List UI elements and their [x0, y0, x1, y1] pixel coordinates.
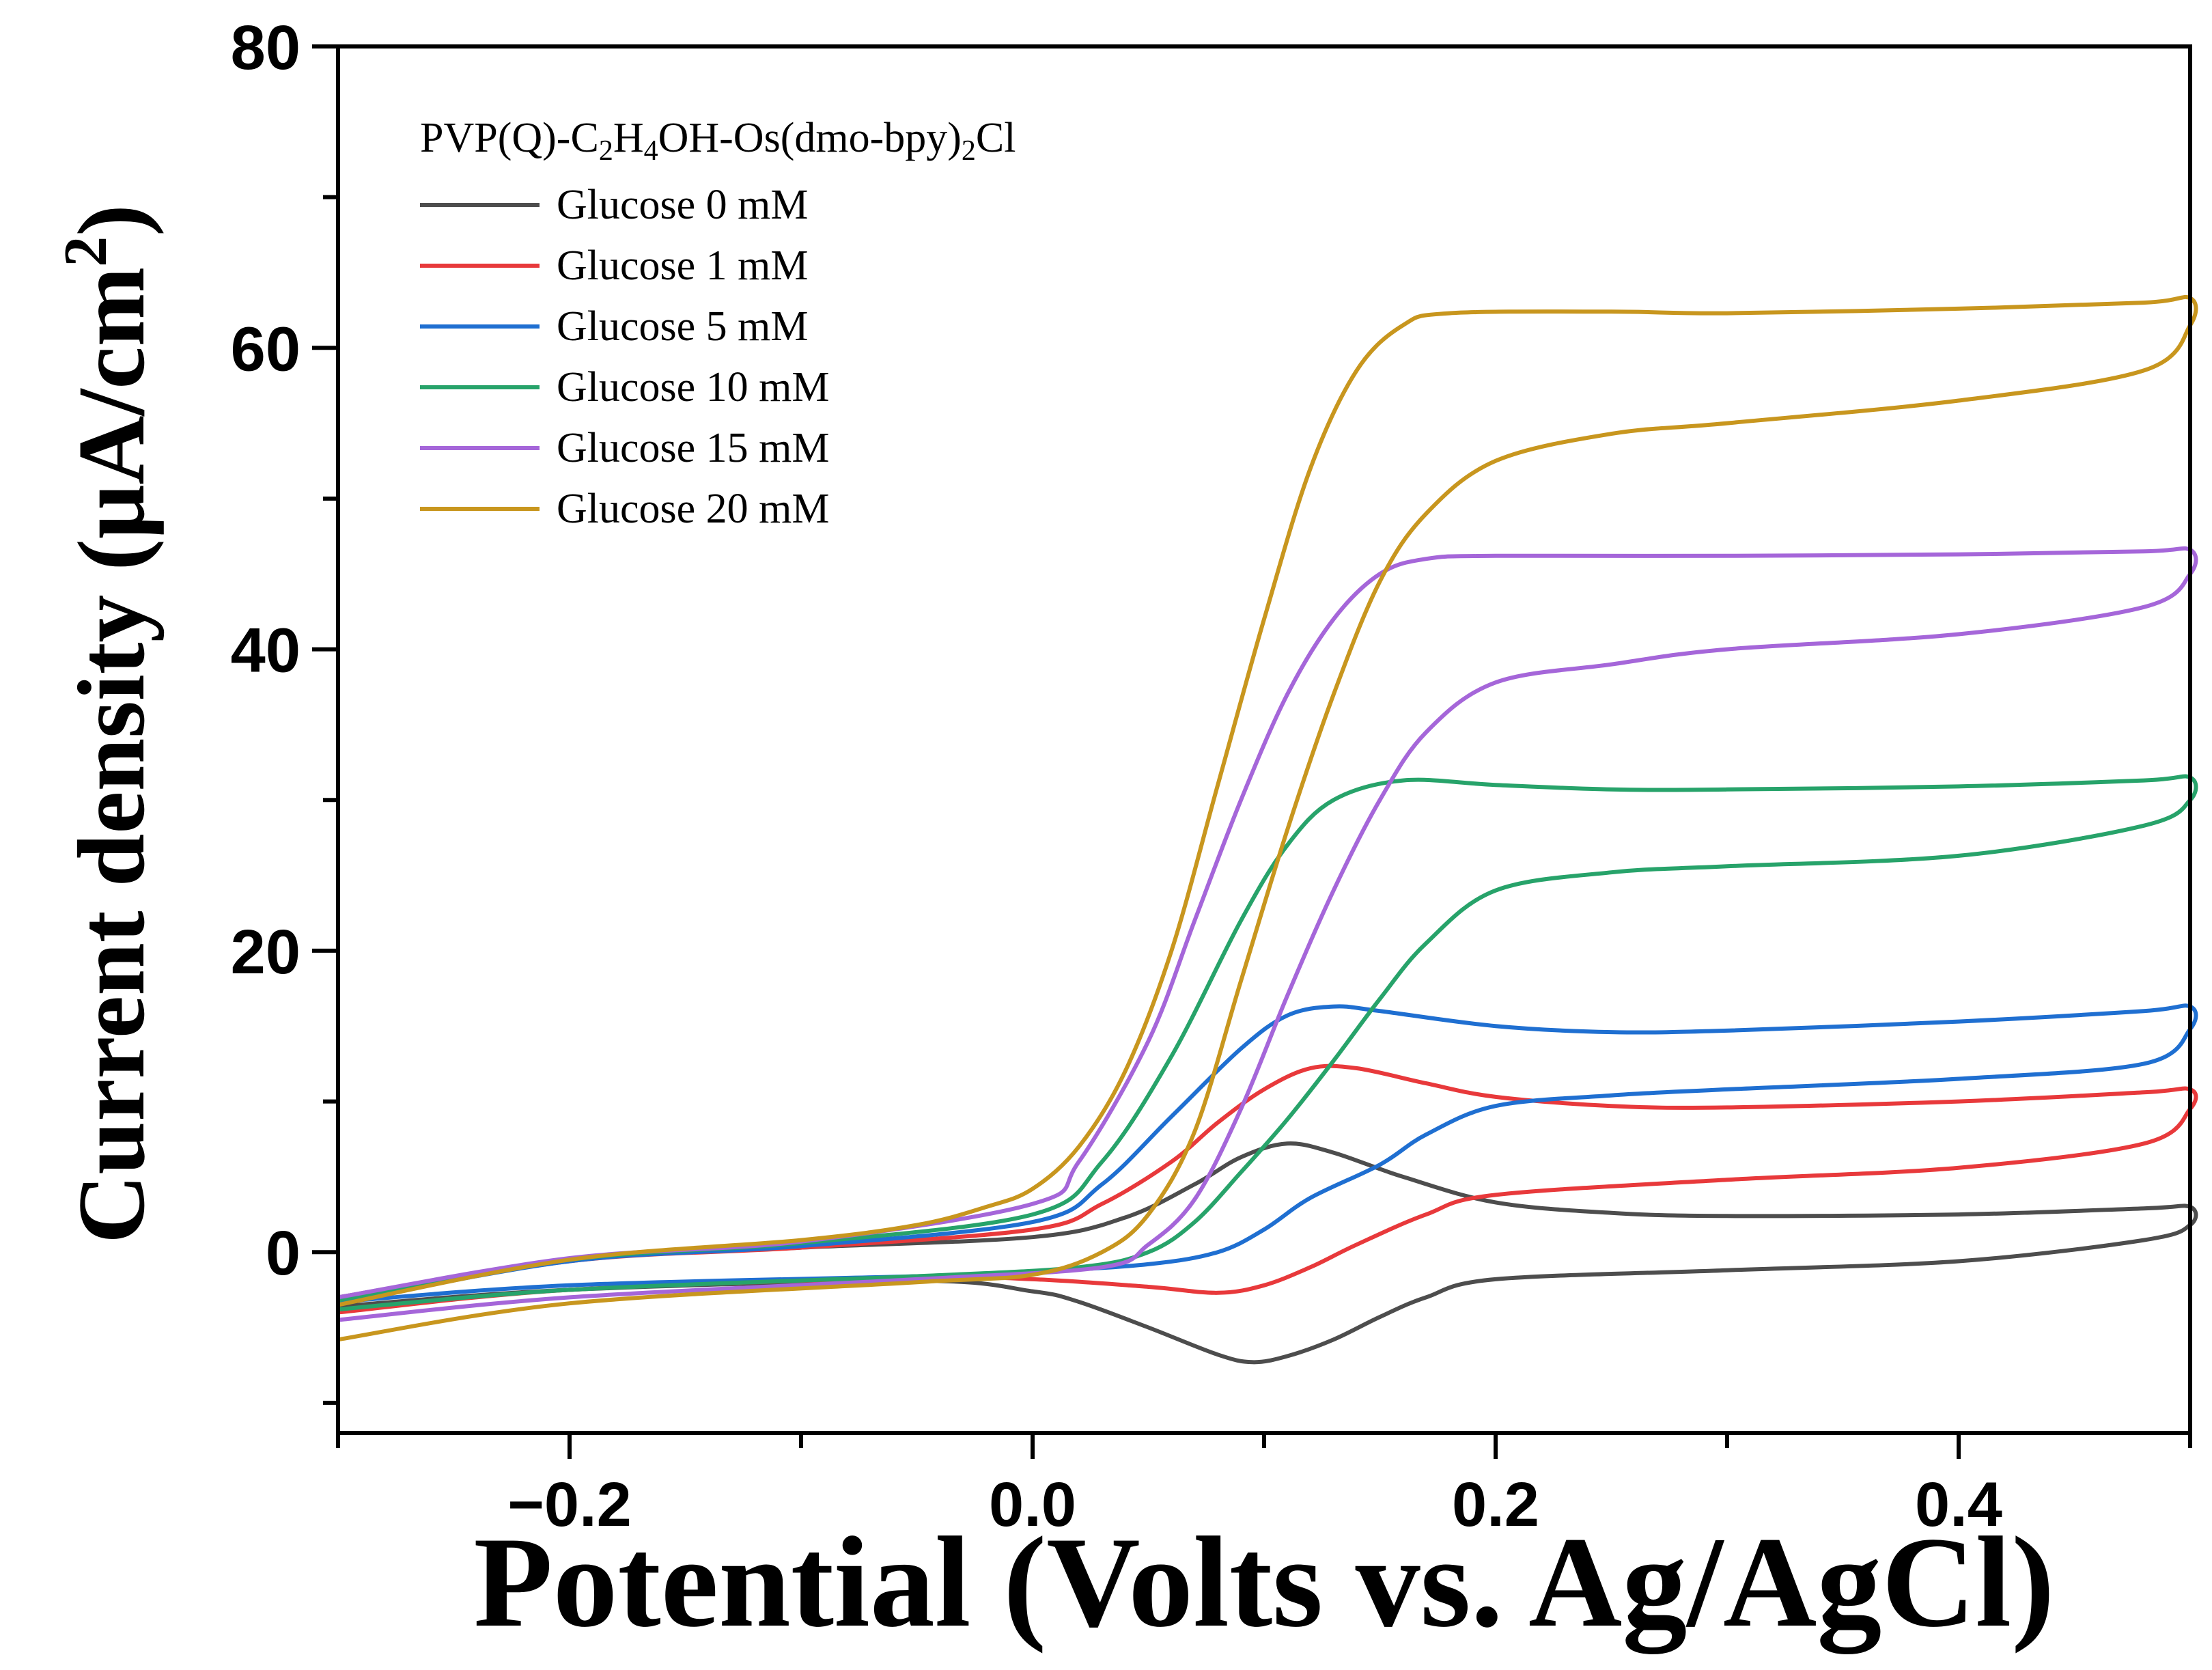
legend-label: Glucose 1 mM: [557, 242, 809, 289]
legend-title-part: Cl: [976, 115, 1016, 161]
series-line-glucose-10-mm: [336, 774, 2198, 1312]
legend-title-part: OH-Os(dmo-bpy): [658, 115, 962, 161]
legend-label: Glucose 20 mM: [557, 486, 830, 532]
legend-title: PVP(Q)-C2H4OH-Os(dmo-bpy)2Cl: [420, 115, 1016, 167]
legend-label: Glucose 15 mM: [557, 425, 830, 471]
y-axis-title-text: Current density (μA/cm2): [52, 204, 165, 1244]
legend-title-subscript: 2: [962, 135, 976, 167]
x-axis-title: Potential (Volts vs. Ag/AgCl): [473, 1511, 2054, 1654]
y-axis-ticks: 0 20 40 60 80: [231, 13, 338, 1405]
legend: PVP(Q)-C2H4OH-Os(dmo-bpy)2Cl Glucose 0 m…: [420, 115, 1016, 532]
legend-label: Glucose 0 mM: [557, 182, 809, 228]
y-axis-title-superscript: 2: [52, 236, 120, 267]
y-tick-label: 20: [231, 917, 300, 987]
y-axis-title-close: ): [59, 204, 165, 236]
legend-label: Glucose 5 mM: [557, 303, 809, 350]
legend-entry: Glucose 15 mM: [420, 425, 830, 471]
y-tick-label: 0: [266, 1219, 300, 1288]
series-line-glucose-1-mm: [336, 1063, 2198, 1315]
y-axis-title: Current density (μA/cm2): [52, 204, 165, 1244]
legend-entry: Glucose 0 mM: [420, 182, 809, 228]
legend-title-part: PVP(Q)-C: [420, 115, 599, 161]
x-tick-label: 0.4: [1915, 1470, 2002, 1540]
legend-label: Glucose 10 mM: [557, 364, 830, 410]
x-tick-label: 0.2: [1452, 1470, 1539, 1540]
legend-title-subscript: 4: [644, 135, 658, 167]
legend-entry: Glucose 1 mM: [420, 242, 809, 289]
legend-entry: Glucose 20 mM: [420, 486, 830, 532]
legend-entry: Glucose 10 mM: [420, 364, 830, 410]
series-line-glucose-20-mm: [336, 294, 2198, 1342]
y-tick-label: 80: [231, 13, 300, 83]
plot-series-group: [336, 294, 2198, 1365]
y-tick-label: 40: [231, 616, 300, 686]
legend-title-part: H: [613, 115, 644, 161]
series-line-glucose-5-mm: [336, 1003, 2198, 1306]
x-axis-ticks: −0.2 0.0 0.2 0.4: [336, 1433, 2192, 1540]
legend-entry: Glucose 5 mM: [420, 303, 809, 350]
x-tick-label: 0.0: [989, 1470, 1076, 1540]
series-line-glucose-0-mm: [336, 1141, 2198, 1365]
y-tick-label: 60: [231, 314, 300, 384]
series-line-glucose-15-mm: [336, 546, 2198, 1322]
x-tick-label: −0.2: [507, 1470, 632, 1540]
legend-entries: Glucose 0 mM Glucose 1 mM Glucose 5 mM Gluc…: [420, 182, 830, 532]
y-axis-title-main: Current density (μA/cm: [59, 267, 165, 1244]
legend-title-subscript: 2: [599, 135, 613, 167]
